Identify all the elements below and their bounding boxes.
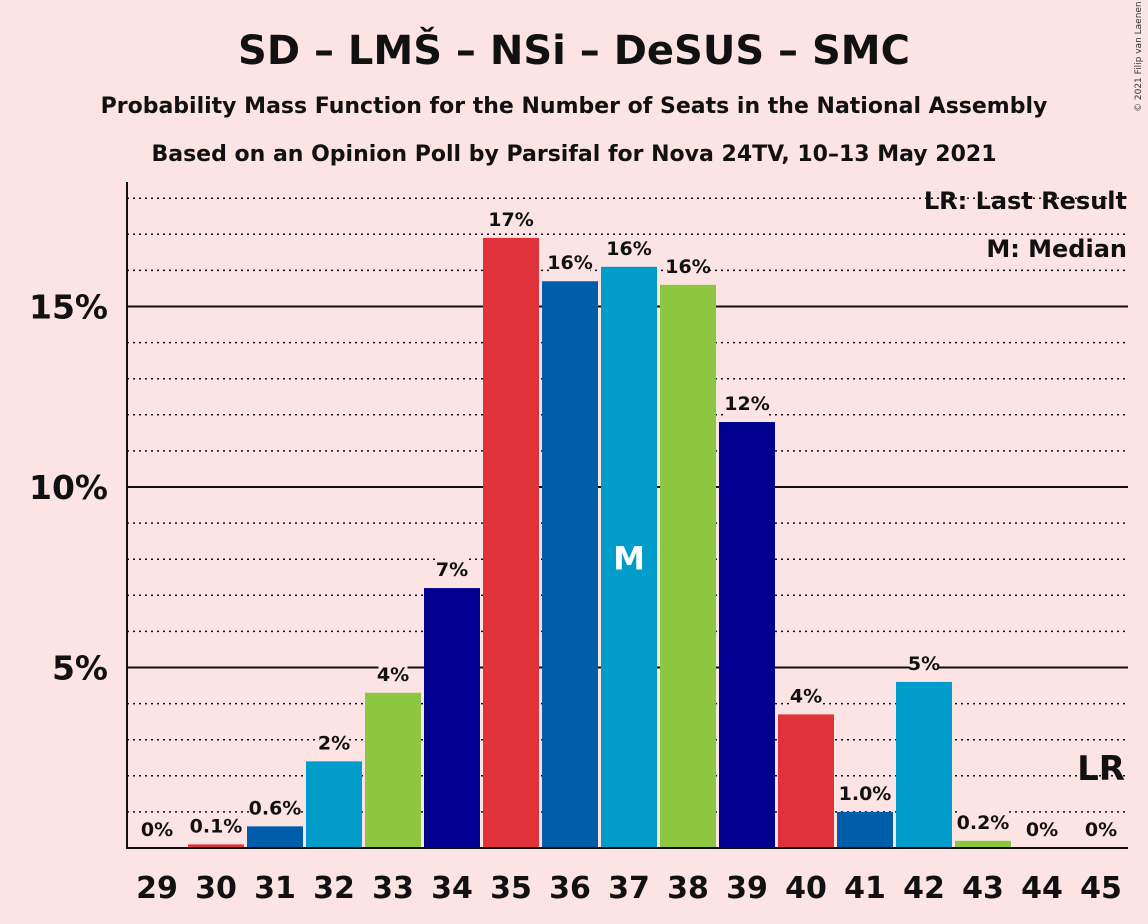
data-label-background (190, 814, 242, 839)
data-label-background (791, 684, 821, 709)
y-tick-label: 10% (29, 468, 108, 507)
chart-title: SD – LMŠ – NSi – DeSUS – SMC (238, 26, 910, 74)
data-label-seat-43: 0.2% (957, 812, 1010, 834)
x-tick-label-42: 42 (903, 871, 945, 906)
data-label-background (957, 810, 1009, 835)
data-label-seat-32: 2% (318, 732, 350, 754)
x-tick-label-40: 40 (785, 871, 827, 906)
data-label-seat-41: 1.0% (839, 783, 892, 805)
data-label-background (142, 818, 172, 842)
last-result-marker: LR (1077, 749, 1125, 789)
data-label-seat-30: 0.1% (190, 815, 243, 837)
data-label-background (726, 392, 768, 417)
x-tick-label-39: 39 (726, 871, 768, 906)
legend-last-result: LR: Last Result (924, 187, 1127, 215)
x-tick-label-30: 30 (195, 871, 237, 906)
data-label-seat-31: 0.6% (249, 797, 302, 819)
median-marker: M (613, 539, 645, 577)
bar-seat-38 (660, 284, 716, 849)
data-label-background (549, 251, 591, 276)
data-label-seat-38: 16% (665, 256, 710, 278)
x-tick-label-45: 45 (1080, 871, 1122, 906)
data-label-seat-39: 12% (724, 393, 769, 415)
bar-seat-41 (837, 811, 893, 848)
legend-median: M: Median (986, 235, 1127, 263)
data-label-background (249, 796, 301, 821)
data-label-background (1086, 818, 1116, 842)
x-tick-label-38: 38 (667, 871, 709, 906)
data-label-background (1027, 818, 1057, 842)
bar-seat-40 (778, 714, 834, 848)
x-tick-label-31: 31 (254, 871, 296, 906)
data-label-seat-45: 0% (1085, 819, 1117, 841)
data-label-seat-36: 16% (547, 252, 592, 274)
x-tick-label-36: 36 (549, 871, 591, 906)
bar-seat-37 (601, 266, 657, 848)
bar-seat-36 (542, 281, 598, 849)
bar-seat-30 (188, 844, 244, 848)
x-tick-label-43: 43 (962, 871, 1004, 906)
bar-seat-39 (719, 422, 775, 848)
x-tick-label-44: 44 (1021, 871, 1063, 906)
y-axis: 5% 10% 15% (29, 182, 128, 849)
copyright-notice: © 2021 Filip van Laenen (1134, 1, 1144, 112)
data-label-seat-42: 5% (908, 653, 940, 675)
data-label-seat-29: 0% (141, 819, 173, 841)
bar-seat-35 (483, 237, 539, 848)
data-label-background (839, 781, 891, 806)
data-label-background (319, 731, 349, 756)
bar-seat-31 (247, 826, 303, 848)
data-label-seat-35: 17% (488, 209, 533, 231)
data-label-seat-40: 4% (790, 685, 822, 707)
data-label-background (909, 651, 939, 676)
data-label-seat-34: 7% (436, 559, 468, 581)
y-tick-label: 15% (29, 288, 108, 327)
data-label-background (667, 254, 709, 279)
x-tick-label-32: 32 (313, 871, 355, 906)
data-label-seat-33: 4% (377, 664, 409, 686)
data-label-background (490, 207, 532, 232)
bar-seat-33 (365, 692, 421, 848)
data-label-seat-44: 0% (1026, 819, 1058, 841)
bar-seat-42 (896, 681, 952, 848)
bars (188, 237, 1011, 849)
chart-subtitle: Probability Mass Function for the Number… (101, 94, 1048, 119)
data-label-seat-37: 16% (606, 238, 651, 260)
x-tick-label-35: 35 (490, 871, 532, 906)
y-tick-label: 5% (52, 649, 108, 688)
data-label-background (608, 236, 650, 261)
data-label-background (437, 558, 467, 583)
x-tick-label-33: 33 (372, 871, 414, 906)
x-tick-label-29: 29 (136, 871, 178, 906)
bar-seat-34 (424, 588, 480, 848)
bar-seat-43 (955, 840, 1011, 848)
chart-subtitle-poll: Based on an Opinion Poll by Parsifal for… (151, 142, 996, 167)
x-tick-label-37: 37 (608, 871, 650, 906)
gridlines (127, 197, 1128, 813)
data-label-background (378, 662, 408, 687)
data-labels: 0% 0.1% 0.6% 2% 4% 7% 17% 16% 16% M 16% 12% 4% 1.0% 5%… (141, 207, 1125, 842)
bar-seat-32 (306, 761, 362, 848)
x-tick-label-34: 34 (431, 871, 473, 906)
x-tick-label-41: 41 (844, 871, 886, 906)
x-axis: 29 30 31 32 33 34 35 36 37 38 39 40 41 42 43 44 45 (127, 847, 1128, 906)
